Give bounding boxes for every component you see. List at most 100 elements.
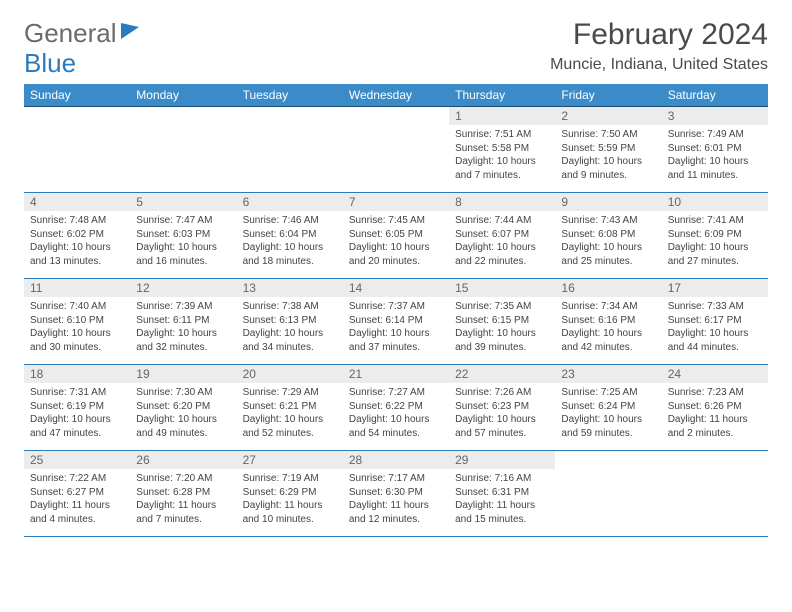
day-number: 4 bbox=[24, 193, 130, 211]
day-number: 20 bbox=[237, 365, 343, 383]
day-header-row: Sunday Monday Tuesday Wednesday Thursday… bbox=[24, 84, 768, 107]
day-number: 19 bbox=[130, 365, 236, 383]
day-header: Sunday bbox=[24, 84, 130, 107]
day-number: 13 bbox=[237, 279, 343, 297]
day-cell bbox=[555, 451, 661, 537]
calendar-table: Sunday Monday Tuesday Wednesday Thursday… bbox=[24, 84, 768, 537]
day-details: Sunrise: 7:33 AMSunset: 6:17 PMDaylight:… bbox=[662, 297, 768, 358]
day-details: Sunrise: 7:37 AMSunset: 6:14 PMDaylight:… bbox=[343, 297, 449, 358]
day-number: 12 bbox=[130, 279, 236, 297]
day-number: 22 bbox=[449, 365, 555, 383]
day-cell: 7Sunrise: 7:45 AMSunset: 6:05 PMDaylight… bbox=[343, 193, 449, 279]
day-details: Sunrise: 7:40 AMSunset: 6:10 PMDaylight:… bbox=[24, 297, 130, 358]
logo-text-general: General bbox=[24, 18, 117, 49]
week-row: 1Sunrise: 7:51 AMSunset: 5:58 PMDaylight… bbox=[24, 107, 768, 193]
day-number: 23 bbox=[555, 365, 661, 383]
day-details: Sunrise: 7:45 AMSunset: 6:05 PMDaylight:… bbox=[343, 211, 449, 272]
day-cell: 26Sunrise: 7:20 AMSunset: 6:28 PMDayligh… bbox=[130, 451, 236, 537]
day-details: Sunrise: 7:17 AMSunset: 6:30 PMDaylight:… bbox=[343, 469, 449, 530]
day-details: Sunrise: 7:44 AMSunset: 6:07 PMDaylight:… bbox=[449, 211, 555, 272]
day-number: 24 bbox=[662, 365, 768, 383]
day-details: Sunrise: 7:47 AMSunset: 6:03 PMDaylight:… bbox=[130, 211, 236, 272]
day-header: Saturday bbox=[662, 84, 768, 107]
day-cell bbox=[130, 107, 236, 193]
day-details: Sunrise: 7:19 AMSunset: 6:29 PMDaylight:… bbox=[237, 469, 343, 530]
day-cell: 10Sunrise: 7:41 AMSunset: 6:09 PMDayligh… bbox=[662, 193, 768, 279]
day-details: Sunrise: 7:20 AMSunset: 6:28 PMDaylight:… bbox=[130, 469, 236, 530]
day-number: 9 bbox=[555, 193, 661, 211]
day-cell: 3Sunrise: 7:49 AMSunset: 6:01 PMDaylight… bbox=[662, 107, 768, 193]
day-cell: 17Sunrise: 7:33 AMSunset: 6:17 PMDayligh… bbox=[662, 279, 768, 365]
day-cell: 27Sunrise: 7:19 AMSunset: 6:29 PMDayligh… bbox=[237, 451, 343, 537]
day-cell: 14Sunrise: 7:37 AMSunset: 6:14 PMDayligh… bbox=[343, 279, 449, 365]
week-row: 11Sunrise: 7:40 AMSunset: 6:10 PMDayligh… bbox=[24, 279, 768, 365]
day-number: 2 bbox=[555, 107, 661, 125]
calendar-body: 1Sunrise: 7:51 AMSunset: 5:58 PMDaylight… bbox=[24, 107, 768, 537]
day-cell bbox=[237, 107, 343, 193]
day-number: 21 bbox=[343, 365, 449, 383]
day-details: Sunrise: 7:26 AMSunset: 6:23 PMDaylight:… bbox=[449, 383, 555, 444]
day-cell bbox=[24, 107, 130, 193]
day-cell: 22Sunrise: 7:26 AMSunset: 6:23 PMDayligh… bbox=[449, 365, 555, 451]
day-details: Sunrise: 7:35 AMSunset: 6:15 PMDaylight:… bbox=[449, 297, 555, 358]
day-number: 6 bbox=[237, 193, 343, 211]
day-details: Sunrise: 7:29 AMSunset: 6:21 PMDaylight:… bbox=[237, 383, 343, 444]
day-header: Wednesday bbox=[343, 84, 449, 107]
logo-triangle-icon bbox=[121, 23, 139, 39]
day-cell: 16Sunrise: 7:34 AMSunset: 6:16 PMDayligh… bbox=[555, 279, 661, 365]
day-cell: 29Sunrise: 7:16 AMSunset: 6:31 PMDayligh… bbox=[449, 451, 555, 537]
day-number: 15 bbox=[449, 279, 555, 297]
day-number: 17 bbox=[662, 279, 768, 297]
title-block: February 2024 Muncie, Indiana, United St… bbox=[550, 18, 768, 74]
day-cell: 6Sunrise: 7:46 AMSunset: 6:04 PMDaylight… bbox=[237, 193, 343, 279]
day-details: Sunrise: 7:38 AMSunset: 6:13 PMDaylight:… bbox=[237, 297, 343, 358]
day-details: Sunrise: 7:30 AMSunset: 6:20 PMDaylight:… bbox=[130, 383, 236, 444]
day-cell: 11Sunrise: 7:40 AMSunset: 6:10 PMDayligh… bbox=[24, 279, 130, 365]
day-cell: 8Sunrise: 7:44 AMSunset: 6:07 PMDaylight… bbox=[449, 193, 555, 279]
day-details: Sunrise: 7:51 AMSunset: 5:58 PMDaylight:… bbox=[449, 125, 555, 186]
calendar-head: Sunday Monday Tuesday Wednesday Thursday… bbox=[24, 84, 768, 107]
day-cell: 23Sunrise: 7:25 AMSunset: 6:24 PMDayligh… bbox=[555, 365, 661, 451]
day-cell: 25Sunrise: 7:22 AMSunset: 6:27 PMDayligh… bbox=[24, 451, 130, 537]
day-details: Sunrise: 7:50 AMSunset: 5:59 PMDaylight:… bbox=[555, 125, 661, 186]
day-cell: 1Sunrise: 7:51 AMSunset: 5:58 PMDaylight… bbox=[449, 107, 555, 193]
day-cell: 9Sunrise: 7:43 AMSunset: 6:08 PMDaylight… bbox=[555, 193, 661, 279]
day-cell: 19Sunrise: 7:30 AMSunset: 6:20 PMDayligh… bbox=[130, 365, 236, 451]
day-details: Sunrise: 7:34 AMSunset: 6:16 PMDaylight:… bbox=[555, 297, 661, 358]
day-header: Thursday bbox=[449, 84, 555, 107]
logo-text-blue: Blue bbox=[24, 48, 76, 79]
calendar-page: General February 2024 Muncie, Indiana, U… bbox=[0, 0, 792, 612]
month-title: February 2024 bbox=[550, 18, 768, 52]
day-details: Sunrise: 7:16 AMSunset: 6:31 PMDaylight:… bbox=[449, 469, 555, 530]
day-number: 1 bbox=[449, 107, 555, 125]
day-number: 29 bbox=[449, 451, 555, 469]
day-details: Sunrise: 7:23 AMSunset: 6:26 PMDaylight:… bbox=[662, 383, 768, 444]
day-details: Sunrise: 7:22 AMSunset: 6:27 PMDaylight:… bbox=[24, 469, 130, 530]
day-number: 16 bbox=[555, 279, 661, 297]
week-row: 4Sunrise: 7:48 AMSunset: 6:02 PMDaylight… bbox=[24, 193, 768, 279]
day-cell: 18Sunrise: 7:31 AMSunset: 6:19 PMDayligh… bbox=[24, 365, 130, 451]
day-number: 7 bbox=[343, 193, 449, 211]
day-header: Monday bbox=[130, 84, 236, 107]
day-details: Sunrise: 7:48 AMSunset: 6:02 PMDaylight:… bbox=[24, 211, 130, 272]
day-details: Sunrise: 7:31 AMSunset: 6:19 PMDaylight:… bbox=[24, 383, 130, 444]
day-number: 5 bbox=[130, 193, 236, 211]
location-subtitle: Muncie, Indiana, United States bbox=[550, 56, 768, 74]
day-number: 10 bbox=[662, 193, 768, 211]
day-details: Sunrise: 7:49 AMSunset: 6:01 PMDaylight:… bbox=[662, 125, 768, 186]
day-cell: 24Sunrise: 7:23 AMSunset: 6:26 PMDayligh… bbox=[662, 365, 768, 451]
day-cell: 5Sunrise: 7:47 AMSunset: 6:03 PMDaylight… bbox=[130, 193, 236, 279]
day-number: 28 bbox=[343, 451, 449, 469]
day-cell bbox=[662, 451, 768, 537]
day-cell: 2Sunrise: 7:50 AMSunset: 5:59 PMDaylight… bbox=[555, 107, 661, 193]
day-details: Sunrise: 7:46 AMSunset: 6:04 PMDaylight:… bbox=[237, 211, 343, 272]
page-header: General February 2024 Muncie, Indiana, U… bbox=[24, 18, 768, 74]
day-details: Sunrise: 7:41 AMSunset: 6:09 PMDaylight:… bbox=[662, 211, 768, 272]
day-cell: 4Sunrise: 7:48 AMSunset: 6:02 PMDaylight… bbox=[24, 193, 130, 279]
day-number: 27 bbox=[237, 451, 343, 469]
day-header: Tuesday bbox=[237, 84, 343, 107]
day-details: Sunrise: 7:43 AMSunset: 6:08 PMDaylight:… bbox=[555, 211, 661, 272]
day-cell: 20Sunrise: 7:29 AMSunset: 6:21 PMDayligh… bbox=[237, 365, 343, 451]
logo: General bbox=[24, 18, 141, 49]
day-number: 25 bbox=[24, 451, 130, 469]
